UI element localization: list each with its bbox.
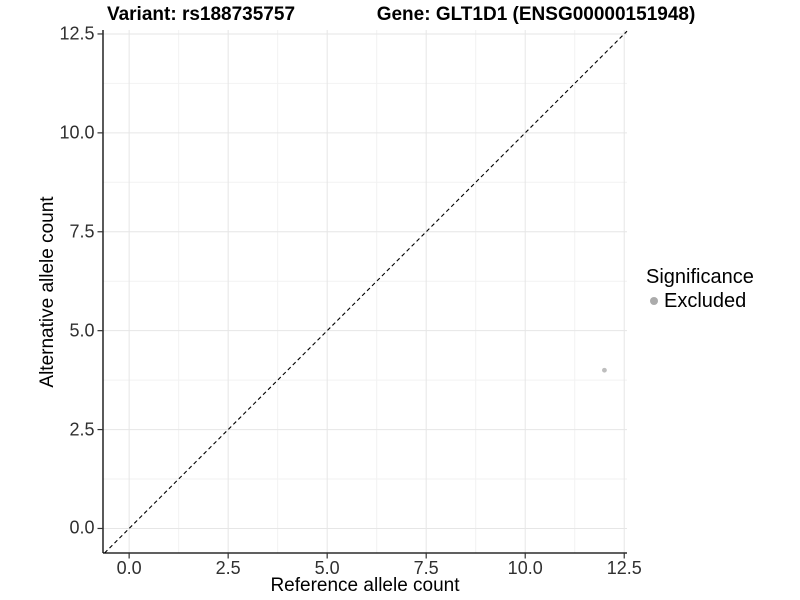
plot-title-variant: Variant: rs188735757 [106,4,296,25]
y-axis-title: Alternative allele count [37,196,58,388]
legend-key-dot-icon [650,297,658,305]
y-tick-label: 10.0 [59,122,95,143]
y-tick-label: 5.0 [69,320,95,341]
y-tick-label: 2.5 [69,419,95,440]
legend: Significance Excluded [646,266,754,312]
legend-item-excluded: Excluded [646,290,754,312]
x-axis-title: Reference allele count [270,575,460,596]
x-tick-label: 7.5 [413,558,439,578]
x-tick-label: 2.5 [215,558,241,578]
y-tick-label: 12.5 [59,23,95,44]
identity-reference-line [104,30,628,554]
y-tick-label: 0.0 [69,517,95,538]
x-tick-label: 12.5 [606,558,642,578]
legend-title: Significance [646,266,754,288]
y-tick-label: 7.5 [69,221,95,242]
x-tick-label: 0.0 [116,558,142,578]
data-point [602,367,607,373]
x-tick-label: 5.0 [314,558,340,578]
legend-item-label: Excluded [664,290,747,312]
plot-title-gene: Gene: GLT1D1 (ENSG00000151948) [376,4,696,25]
x-tick-label: 10.0 [507,558,543,578]
